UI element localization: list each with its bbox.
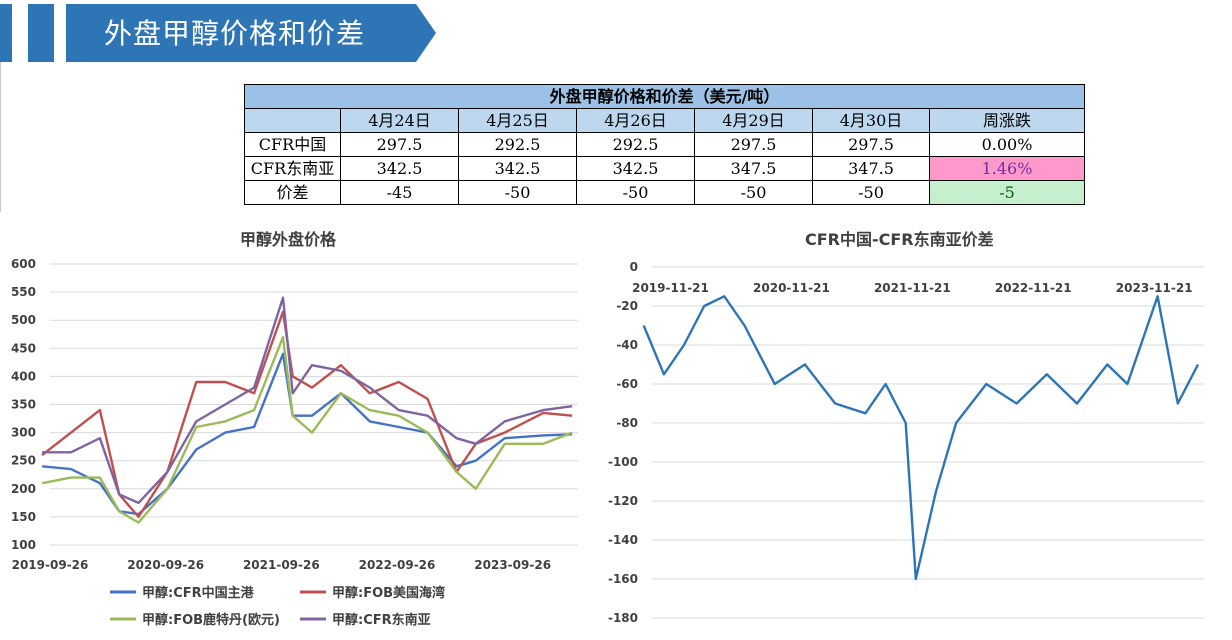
y-tick-label: -140: [608, 533, 638, 547]
y-tick-label: -100: [608, 455, 638, 469]
y-tick-label: 200: [11, 482, 36, 496]
series-line: [642, 295, 1200, 581]
legend-label: 甲醇:FOB鹿特丹(欧元): [142, 612, 280, 628]
y-tick-label: -40: [616, 338, 638, 352]
change-cell: -5: [929, 180, 1085, 205]
table-corner-cell: [244, 108, 341, 133]
y-tick-label: 500: [11, 313, 36, 327]
x-tick-label: 2022-09-26: [359, 558, 436, 572]
x-tick-label: 2020-11-21: [753, 281, 830, 295]
header-arrow-banner: [66, 4, 436, 62]
table-header-row: 4月24日 4月25日 4月26日 4月29日 4月30日 周涨跌: [244, 108, 1085, 133]
y-tick-label: 600: [11, 257, 36, 271]
row-label: CFR中国: [244, 132, 341, 157]
divider: [0, 62, 1, 212]
legend-label: 甲醇:FOB美国海湾: [332, 585, 445, 601]
y-tick-label: -20: [616, 299, 638, 313]
y-tick-label: 350: [11, 398, 36, 412]
y-tick-label: 250: [11, 454, 36, 468]
y-tick-label: 150: [11, 510, 36, 524]
table-cell: 342.5: [340, 156, 459, 181]
x-tick-label: 2019-09-26: [12, 558, 89, 572]
column-header: 4月25日: [458, 108, 577, 133]
chart-title: CFR中国-CFR东南亚价差: [805, 230, 994, 249]
y-tick-label: 400: [11, 369, 36, 383]
y-tick-label: 450: [11, 341, 36, 355]
x-tick-label: 2020-09-26: [127, 558, 204, 572]
y-tick-label: -120: [608, 494, 638, 508]
y-tick-label: 300: [11, 426, 36, 440]
price-table: 外盘甲醇价格和价差（美元/吨） 4月24日 4月25日 4月26日 4月29日 …: [244, 84, 1085, 205]
series-line: [41, 335, 573, 524]
column-header: 4月26日: [576, 108, 695, 133]
header-accent-bar: [0, 4, 12, 62]
chart-title: 甲醇外盘价格: [240, 230, 337, 249]
y-tick-label: -160: [608, 572, 638, 586]
y-tick-label: 0: [630, 260, 638, 274]
table-cell: 342.5: [458, 156, 577, 181]
column-header: 4月29日: [694, 108, 813, 133]
column-header: 4月30日: [812, 108, 930, 133]
column-header: 4月24日: [340, 108, 459, 133]
table-cell: -50: [812, 180, 930, 205]
table-cell: -50: [694, 180, 813, 205]
row-label: CFR东南亚: [244, 156, 341, 181]
x-tick-label: 2019-11-21: [632, 281, 709, 295]
y-tick-label: -60: [616, 377, 638, 391]
series-line: [41, 352, 573, 516]
y-tick-label: -80: [616, 416, 638, 430]
table-cell: -45: [340, 180, 459, 205]
table-cell: -50: [576, 180, 695, 205]
table-row: CFR中国 297.5 292.5 292.5 297.5 297.5 0.00…: [244, 132, 1085, 157]
series-line: [42, 296, 573, 505]
table-cell: 292.5: [458, 132, 577, 157]
table-cell: -50: [458, 180, 577, 205]
column-header: 周涨跌: [929, 108, 1085, 133]
x-tick-label: 2021-09-26: [243, 558, 320, 572]
table-title-row: 外盘甲醇价格和价差（美元/吨）: [244, 84, 1085, 109]
legend-label: 甲醇:CFR中国主港: [142, 585, 255, 601]
y-tick-label: 100: [11, 538, 36, 552]
x-tick-label: 2023-11-21: [1116, 281, 1193, 295]
legend-label: 甲醇:CFR东南亚: [332, 612, 431, 628]
change-cell: 0.00%: [929, 132, 1085, 157]
row-label: 价差: [244, 180, 341, 205]
x-tick-label: 2021-11-21: [874, 281, 951, 295]
header-accent-bar: [28, 4, 54, 62]
series-line: [41, 310, 573, 519]
table-title: 外盘甲醇价格和价差（美元/吨）: [244, 84, 1085, 109]
x-tick-label: 2022-11-21: [995, 281, 1072, 295]
x-tick-label: 2023-09-26: [474, 558, 551, 572]
page-title: 外盘甲醇价格和价差: [104, 17, 366, 50]
table-row: 价差 -45 -50 -50 -50 -50 -5: [244, 180, 1085, 205]
y-tick-label: 550: [11, 285, 36, 299]
y-tick-label: -180: [608, 611, 638, 625]
